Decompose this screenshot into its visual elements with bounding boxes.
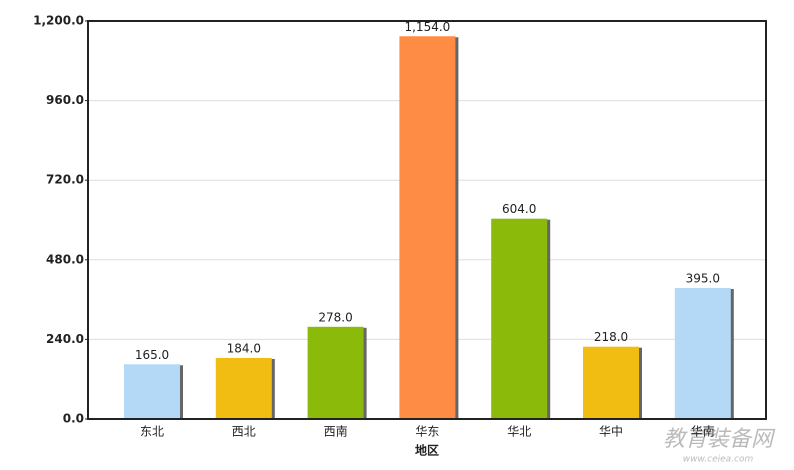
bar bbox=[491, 218, 548, 419]
plot-frame bbox=[87, 20, 767, 420]
bar bbox=[215, 357, 272, 419]
data-label: 1,154.0 bbox=[404, 20, 450, 34]
watermark-url: www.ceiea.com bbox=[683, 455, 754, 465]
bar bbox=[307, 326, 364, 419]
y-tick-label: 1,200.0 bbox=[33, 14, 84, 28]
watermark: 教育装备网 bbox=[663, 427, 776, 452]
x-tick-label: 东北 bbox=[140, 425, 164, 439]
data-label: 218.0 bbox=[594, 330, 628, 344]
data-label: 278.0 bbox=[318, 310, 352, 324]
x-tick-label: 华南 bbox=[691, 424, 715, 439]
x-tick-label: 华中 bbox=[599, 424, 623, 439]
x-tick-label: 西南 bbox=[324, 424, 348, 439]
x-axis-title: 地区 bbox=[415, 443, 439, 458]
x-tick-label: 西北 bbox=[232, 425, 256, 439]
y-tick-label: 0.0 bbox=[63, 412, 84, 426]
x-tick-label: 华东 bbox=[415, 425, 439, 439]
data-label: 604.0 bbox=[502, 202, 536, 216]
bar bbox=[674, 287, 731, 419]
y-tick-label: 960.0 bbox=[46, 93, 84, 107]
y-tick-label: 480.0 bbox=[46, 252, 84, 266]
data-label: 184.0 bbox=[227, 341, 261, 355]
bar bbox=[399, 36, 456, 420]
bar bbox=[124, 364, 180, 419]
data-label: 395.0 bbox=[686, 271, 720, 285]
y-tick-label: 720.0 bbox=[46, 173, 84, 187]
bar bbox=[583, 346, 639, 419]
data-label: 165.0 bbox=[135, 348, 169, 362]
x-tick-label: 华北 bbox=[507, 425, 531, 439]
y-tick-label: 240.0 bbox=[46, 332, 84, 346]
